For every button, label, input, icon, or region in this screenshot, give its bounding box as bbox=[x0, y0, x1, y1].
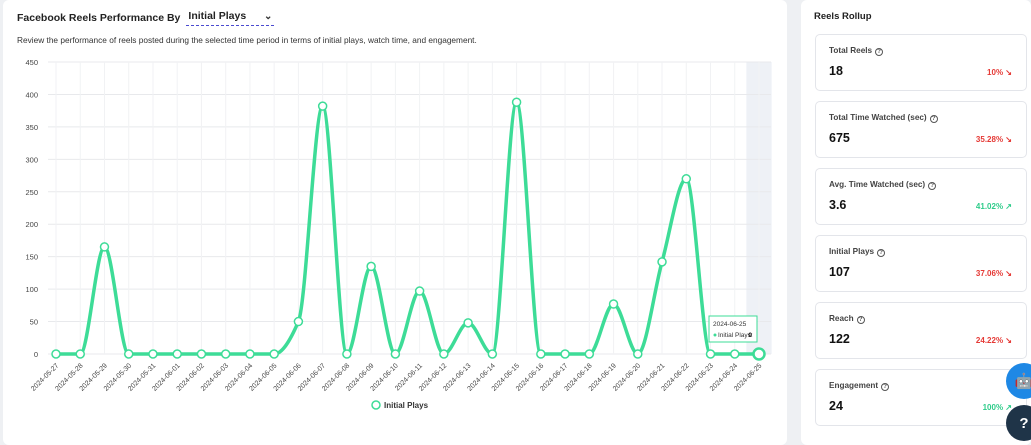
data-point[interactable] bbox=[196, 349, 207, 359]
kpi-card: Avg. Time Watched (sec)? 3.6 41.02% ↗ bbox=[815, 168, 1027, 225]
kpi-change: 37.06% ↘ bbox=[975, 269, 1012, 278]
kpi-value: 18 bbox=[829, 64, 843, 78]
kpi-value: 3.6 bbox=[829, 198, 847, 212]
arrow-up-right-icon: ↗ bbox=[1005, 403, 1012, 412]
kpi-label: Engagement? bbox=[829, 381, 890, 391]
data-point[interactable] bbox=[269, 349, 279, 359]
reels-rollup-panel: Reels Rollup Total Reels? 18 10% ↘ Total Ti… bbox=[801, 0, 1031, 445]
y-tick-label: 250 bbox=[25, 188, 38, 197]
data-point[interactable] bbox=[511, 97, 522, 107]
kpi-change: 10% ↘ bbox=[987, 68, 1012, 77]
kpi-label: Total Reels? bbox=[829, 46, 884, 56]
data-point[interactable] bbox=[172, 349, 182, 359]
kpi-card: Reach? 122 24.22% ↘ bbox=[815, 302, 1027, 359]
data-point[interactable] bbox=[148, 349, 158, 359]
data-point[interactable] bbox=[681, 174, 692, 184]
y-tick-label: 350 bbox=[25, 123, 38, 132]
data-point[interactable] bbox=[342, 349, 352, 359]
help-icon[interactable]: ? bbox=[1006, 405, 1031, 441]
kpi-card: Total Reels? 18 10% ↘ bbox=[815, 34, 1027, 91]
data-point[interactable] bbox=[293, 316, 304, 327]
initial-plays-line-chart: 0501001502002503003504004502024-05-27202… bbox=[25, 58, 772, 410]
arrow-up-right-icon: ↗ bbox=[1005, 202, 1012, 211]
arrow-down-right-icon: ↘ bbox=[1005, 269, 1012, 278]
reels-performance-card: Facebook Reels Performance By Initial Pl… bbox=[3, 0, 787, 445]
question-circle-icon[interactable]: ? bbox=[881, 383, 890, 391]
data-point[interactable] bbox=[75, 349, 85, 359]
question-circle-icon[interactable]: ? bbox=[877, 249, 886, 257]
data-point[interactable] bbox=[633, 349, 643, 359]
arrow-down-right-icon: ↘ bbox=[1005, 336, 1012, 345]
y-tick-label: 200 bbox=[25, 220, 38, 229]
y-tick-label: 450 bbox=[25, 58, 38, 67]
kpi-label: Initial Plays? bbox=[829, 247, 886, 257]
kpi-change: 100% ↗ bbox=[982, 403, 1012, 412]
tooltip-series-label: Initial Plays: bbox=[718, 332, 753, 339]
kpi-change: 35.28% ↘ bbox=[975, 135, 1012, 144]
arrow-down-right-icon: ↘ bbox=[1005, 68, 1012, 77]
metric-select[interactable]: Initial Plays ⌄ bbox=[186, 10, 275, 26]
kpi-label: Avg. Time Watched (sec)? bbox=[829, 180, 937, 190]
data-point[interactable] bbox=[487, 349, 498, 359]
y-tick-label: 0 bbox=[34, 350, 38, 359]
question-circle-icon[interactable]: ? bbox=[875, 48, 884, 56]
chart-description: Review the performance of reels posted d… bbox=[17, 35, 477, 45]
data-point[interactable] bbox=[536, 349, 546, 359]
data-point[interactable] bbox=[99, 242, 110, 252]
kpi-card: Initial Plays? 107 37.06% ↘ bbox=[815, 235, 1027, 292]
kpi-card: Engagement? 24 100% ↗ bbox=[815, 369, 1027, 426]
data-point[interactable] bbox=[752, 347, 766, 361]
metric-select-value: Initial Plays bbox=[188, 10, 247, 22]
data-point[interactable] bbox=[317, 101, 328, 111]
kpi-value: 122 bbox=[829, 332, 850, 346]
data-point[interactable] bbox=[584, 349, 595, 359]
arrow-down-right-icon: ↘ bbox=[1005, 135, 1012, 144]
data-point[interactable] bbox=[51, 349, 61, 359]
chart-tooltip bbox=[708, 315, 758, 343]
chevron-down-icon: ⌄ bbox=[264, 10, 273, 22]
chart-header: Facebook Reels Performance By Initial Pl… bbox=[17, 10, 275, 26]
legend-label[interactable]: Initial Plays bbox=[384, 401, 429, 410]
robot-icon[interactable]: 🤖 bbox=[1006, 363, 1031, 399]
kpi-change: 24.22% ↘ bbox=[975, 336, 1012, 345]
y-tick-label: 50 bbox=[30, 318, 38, 327]
data-point[interactable] bbox=[730, 349, 740, 359]
tooltip-value: 0 bbox=[748, 332, 752, 339]
rollup-title: Reels Rollup bbox=[814, 11, 872, 22]
y-tick-label: 400 bbox=[25, 90, 38, 99]
data-point[interactable] bbox=[245, 349, 255, 359]
kpi-label: Reach? bbox=[829, 314, 865, 324]
y-tick-label: 100 bbox=[25, 285, 38, 294]
data-point[interactable] bbox=[439, 349, 449, 359]
data-point[interactable] bbox=[123, 349, 134, 359]
data-point[interactable] bbox=[705, 349, 716, 359]
data-point[interactable] bbox=[657, 257, 667, 267]
kpi-card: Total Time Watched (sec)? 675 35.28% ↘ bbox=[815, 101, 1027, 158]
question-circle-icon[interactable]: ? bbox=[856, 316, 865, 324]
series-line-initial-plays bbox=[55, 100, 759, 356]
data-point[interactable] bbox=[220, 349, 231, 359]
tooltip-date: 2024-06-25 bbox=[713, 321, 747, 328]
data-point[interactable] bbox=[390, 349, 401, 359]
chart-title: Facebook Reels Performance By bbox=[17, 12, 181, 24]
kpi-change: 41.02% ↗ bbox=[975, 202, 1012, 211]
kpi-label: Total Time Watched (sec)? bbox=[829, 113, 938, 123]
data-point[interactable] bbox=[414, 286, 425, 296]
y-tick-label: 300 bbox=[25, 155, 38, 164]
data-point[interactable] bbox=[560, 349, 570, 359]
y-tick-label: 150 bbox=[25, 253, 38, 262]
question-circle-icon[interactable]: ? bbox=[928, 182, 937, 190]
legend-marker[interactable] bbox=[371, 400, 381, 410]
data-point[interactable] bbox=[463, 318, 473, 328]
data-point[interactable] bbox=[366, 261, 376, 272]
kpi-value: 675 bbox=[829, 131, 850, 145]
data-point[interactable] bbox=[608, 299, 619, 309]
question-circle-icon[interactable]: ? bbox=[929, 115, 938, 123]
kpi-value: 24 bbox=[829, 399, 843, 413]
kpi-value: 107 bbox=[829, 265, 850, 279]
tooltip-series-dot bbox=[713, 333, 717, 337]
